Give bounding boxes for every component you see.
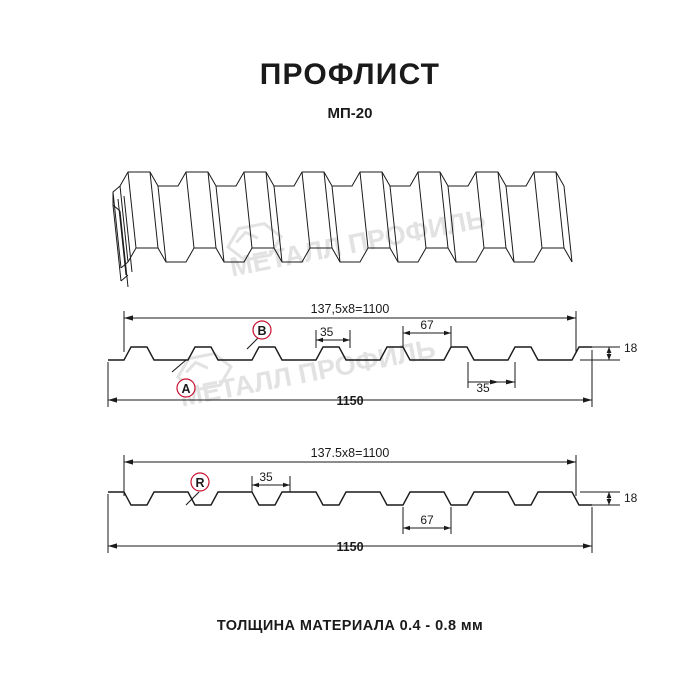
upper-dim-35-bottom-text: 35 [476, 381, 490, 395]
upper-callout-a-circle [176, 378, 196, 398]
upper-callout-a-text: A [181, 382, 190, 396]
lower-dim-35-text: 35 [259, 470, 273, 484]
upper-dim-67-text: 67 [420, 318, 434, 332]
upper-callout-b-circle [252, 320, 272, 340]
lower-top-dim-text: 137.5x8=1100 [311, 446, 390, 460]
upper-dim-35-top-text: 35 [320, 325, 334, 339]
upper-profile-outline [108, 346, 592, 361]
lower-callout-r-text: R [195, 476, 204, 490]
upper-height-dim-text: 18 [624, 341, 638, 355]
lower-profile-outline [108, 491, 592, 506]
isometric-sheet-illustration [112, 171, 573, 288]
material-thickness-note: ТОЛЩИНА МАТЕРИАЛА 0.4 - 0.8 мм [216, 618, 484, 634]
upper-callout-a-leader [171, 359, 187, 373]
lower-section-group [107, 455, 620, 553]
lower-callout-r-leader [185, 491, 200, 506]
upper-callout-b-text: B [257, 324, 266, 338]
lower-height-dim-text: 18 [624, 491, 638, 505]
lower-bottom-dim-text: 1150 [336, 540, 363, 554]
upper-bottom-dim-text: 1150 [336, 394, 363, 408]
watermark-logo-top [226, 222, 283, 262]
upper-section-group [107, 311, 620, 407]
lower-callout-r-circle [190, 472, 210, 492]
lower-dim-67-text: 67 [420, 513, 434, 527]
upper-top-dim-text: 137,5x8=1100 [311, 302, 390, 316]
product-model-label: МП-20 [327, 105, 373, 122]
page-title: ПРОФЛИСТ [259, 58, 441, 91]
